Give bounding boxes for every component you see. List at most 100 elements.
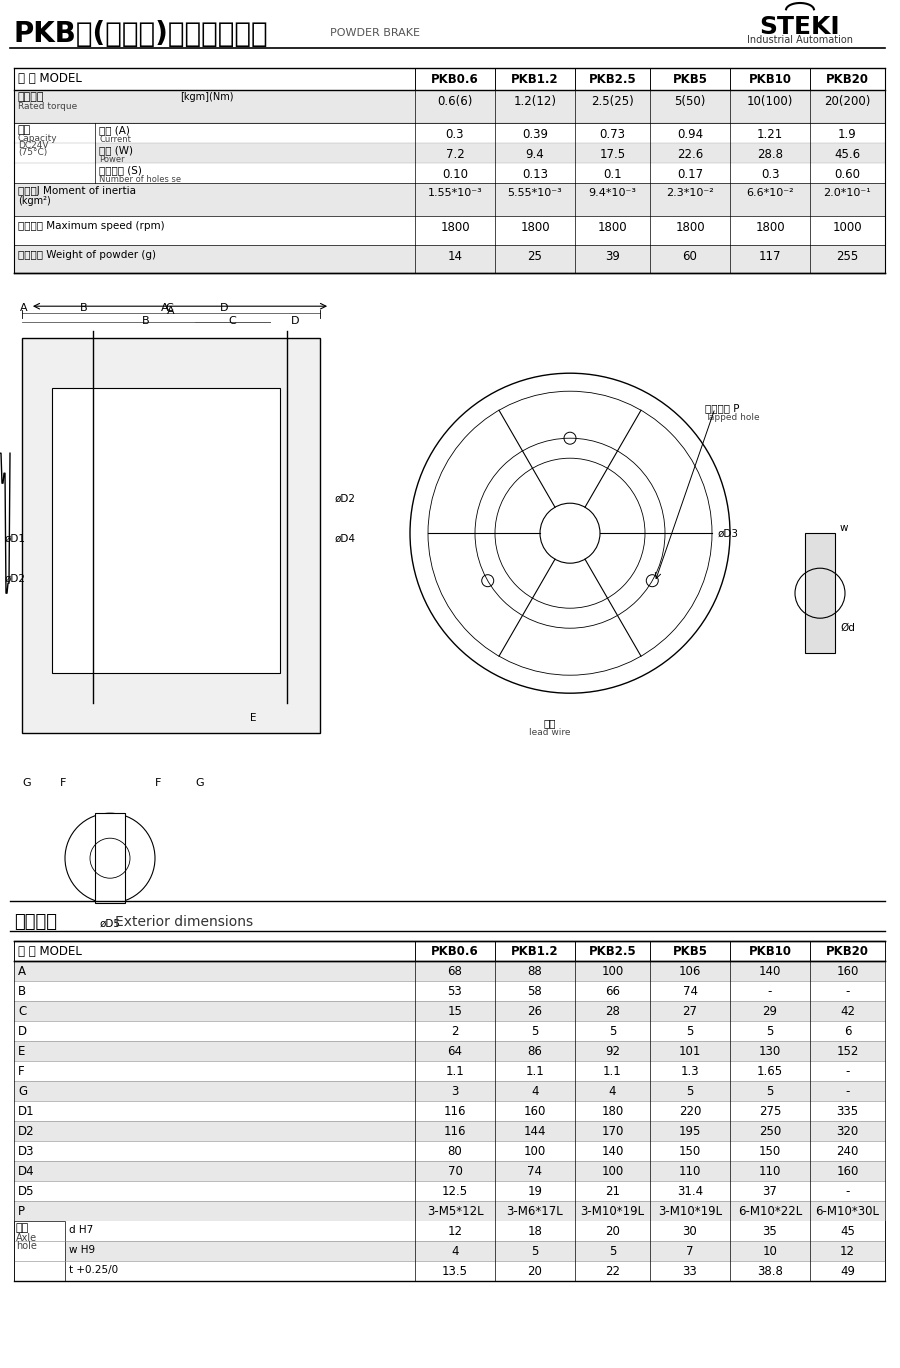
Text: 應答時間 (S): 應答時間 (S) [99, 166, 142, 175]
Text: PKB5: PKB5 [672, 73, 707, 86]
Text: 20(200): 20(200) [824, 94, 870, 108]
Text: A: A [167, 306, 175, 316]
Text: 80: 80 [447, 1145, 463, 1159]
Text: øD1: øD1 [5, 534, 26, 543]
Text: 3-M5*12L: 3-M5*12L [427, 1205, 483, 1218]
Text: 31.4: 31.4 [677, 1185, 703, 1198]
Text: (75°C): (75°C) [18, 148, 47, 157]
Text: PKB20: PKB20 [826, 945, 869, 958]
Text: 最高轉速 Maximum speed (rpm): 最高轉速 Maximum speed (rpm) [18, 222, 165, 231]
Text: 66: 66 [605, 985, 620, 999]
Text: 1800: 1800 [755, 222, 785, 234]
Bar [95, 144, 885, 163]
Text: 5: 5 [687, 1085, 694, 1099]
Text: 58: 58 [527, 985, 543, 999]
Text: 0.39: 0.39 [522, 129, 548, 141]
Text: 0.6(6): 0.6(6) [437, 94, 472, 108]
Text: Power: Power [99, 155, 124, 164]
Text: 磁粉重量 Weight of powder (g): 磁粉重量 Weight of powder (g) [18, 249, 156, 260]
Text: D: D [220, 304, 229, 313]
Text: 28.8: 28.8 [757, 148, 783, 161]
Text: 1.65: 1.65 [757, 1066, 783, 1078]
Text: 0.13: 0.13 [522, 168, 548, 181]
Text: -: - [845, 1185, 850, 1198]
Text: 10(100): 10(100) [747, 94, 793, 108]
Text: D1: D1 [18, 1105, 34, 1118]
Text: 1.1: 1.1 [446, 1066, 464, 1078]
Text: 29: 29 [762, 1005, 778, 1018]
Text: [kgm](Nm): [kgm](Nm) [180, 92, 233, 103]
Text: 92: 92 [605, 1045, 620, 1059]
Text: 30: 30 [682, 1226, 698, 1238]
Bar [14, 1041, 885, 1062]
Bar [52, 389, 280, 673]
Text: 19: 19 [527, 1185, 543, 1198]
Bar [730, 68, 810, 90]
Text: PKB2.5: PKB2.5 [589, 945, 636, 958]
Text: 100: 100 [524, 1145, 546, 1159]
Text: øD5: øD5 [100, 918, 121, 929]
Text: C: C [18, 1005, 26, 1018]
Text: 106: 106 [679, 966, 701, 978]
Text: 45: 45 [840, 1226, 855, 1238]
Text: 5: 5 [608, 1025, 617, 1038]
Text: A: A [18, 966, 26, 978]
Text: 3: 3 [451, 1085, 459, 1099]
Text: 38.8: 38.8 [757, 1265, 783, 1278]
Bar [575, 941, 650, 962]
Text: 88: 88 [527, 966, 543, 978]
Text: 117: 117 [759, 249, 781, 263]
Text: 250: 250 [759, 1126, 781, 1138]
Text: 45.6: 45.6 [834, 148, 860, 161]
Text: 180: 180 [601, 1105, 624, 1118]
Text: 100: 100 [601, 1166, 624, 1178]
Text: 70: 70 [447, 1166, 463, 1178]
Text: F: F [60, 778, 67, 788]
Text: 0.94: 0.94 [677, 129, 703, 141]
Text: 3-M10*19L: 3-M10*19L [580, 1205, 644, 1218]
Text: PKB1.2: PKB1.2 [511, 945, 559, 958]
Bar [495, 941, 575, 962]
Text: 5: 5 [687, 1025, 694, 1038]
Text: 0.3: 0.3 [446, 129, 464, 141]
Text: 64: 64 [447, 1045, 463, 1059]
Text: 37: 37 [762, 1185, 778, 1198]
Text: øD2: øD2 [5, 573, 26, 583]
Text: 160: 160 [524, 1105, 546, 1118]
Text: w H9: w H9 [69, 1245, 95, 1256]
Text: POWDER BRAKE: POWDER BRAKE [330, 27, 420, 38]
Text: 5: 5 [766, 1025, 774, 1038]
Text: 25: 25 [527, 249, 543, 263]
Text: 110: 110 [759, 1166, 781, 1178]
Text: 功率 (W): 功率 (W) [99, 145, 133, 155]
Text: B: B [80, 304, 87, 313]
Text: C: C [228, 316, 236, 326]
Text: F: F [18, 1066, 24, 1078]
Text: DC24V: DC24V [18, 141, 49, 150]
Text: 9.4: 9.4 [526, 148, 544, 161]
Bar [14, 1222, 885, 1282]
Text: w: w [840, 523, 849, 534]
Text: P: P [18, 1205, 25, 1218]
Text: 型 號 MODEL: 型 號 MODEL [18, 73, 82, 85]
Bar [14, 1062, 885, 1081]
Text: (kgm²): (kgm²) [18, 196, 50, 207]
Text: A: A [20, 304, 28, 313]
Bar [805, 534, 835, 653]
Text: 17.5: 17.5 [599, 148, 625, 161]
Text: 22.6: 22.6 [677, 148, 703, 161]
Text: -: - [845, 985, 850, 999]
Text: 160: 160 [836, 1166, 859, 1178]
Text: STEKI: STEKI [760, 15, 841, 40]
Text: 型 號 MODEL: 型 號 MODEL [18, 945, 82, 958]
Text: 10: 10 [762, 1245, 778, 1259]
Text: 240: 240 [836, 1145, 859, 1159]
Text: 20: 20 [605, 1226, 620, 1238]
Text: A: A [161, 304, 169, 313]
Text: 1.3: 1.3 [680, 1066, 699, 1078]
Text: PKB1.2: PKB1.2 [511, 73, 559, 86]
Text: D: D [291, 316, 299, 326]
Text: 144: 144 [524, 1126, 546, 1138]
Bar [14, 1101, 885, 1122]
Text: 軸孔: 軸孔 [16, 1223, 29, 1233]
